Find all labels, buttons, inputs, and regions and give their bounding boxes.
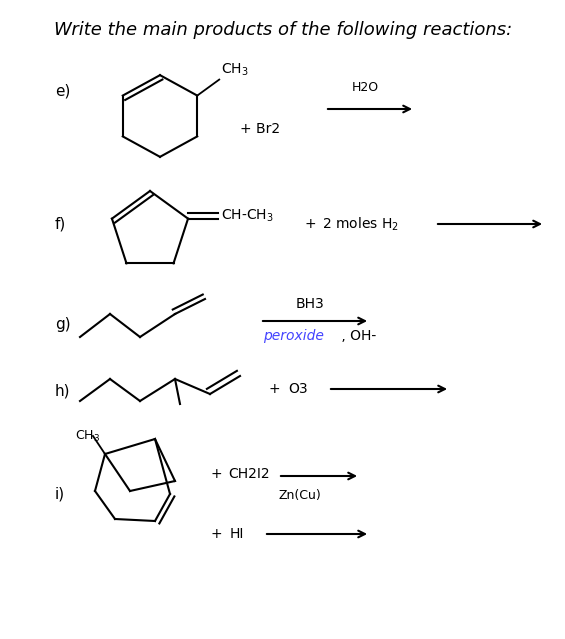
Text: e): e) (55, 84, 71, 98)
Text: H2O: H2O (351, 81, 379, 94)
Text: Write the main products of the following reactions:: Write the main products of the following… (54, 21, 512, 39)
Text: O3: O3 (288, 382, 307, 396)
Text: 2 moles H$_2$: 2 moles H$_2$ (322, 215, 399, 233)
Text: h): h) (55, 383, 71, 399)
Text: +: + (210, 527, 221, 541)
Text: Zn(Cu): Zn(Cu) (279, 489, 321, 502)
Text: BH3: BH3 (295, 297, 324, 311)
Text: i): i) (55, 486, 65, 502)
Text: + Br2: + Br2 (240, 122, 280, 136)
Text: +: + (268, 382, 280, 396)
Text: CH-CH$_3$: CH-CH$_3$ (221, 208, 274, 224)
Text: CH$_3$: CH$_3$ (221, 61, 249, 77)
Text: HI: HI (230, 527, 245, 541)
Text: CH2I2: CH2I2 (228, 467, 270, 481)
Text: , OH-: , OH- (337, 329, 376, 343)
Text: CH$_3$: CH$_3$ (75, 429, 100, 444)
Text: g): g) (55, 316, 71, 332)
Text: peroxide: peroxide (263, 329, 324, 343)
Text: +: + (210, 467, 221, 481)
Text: f): f) (55, 217, 66, 231)
Text: +: + (305, 217, 316, 231)
